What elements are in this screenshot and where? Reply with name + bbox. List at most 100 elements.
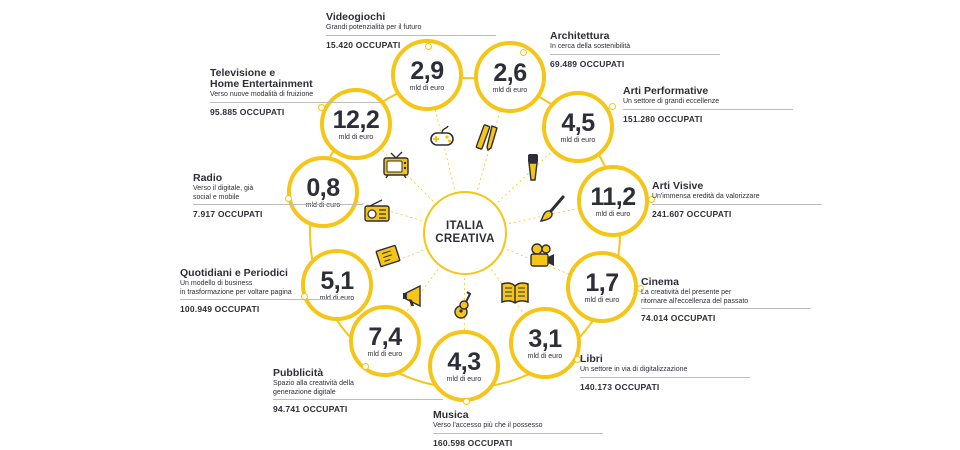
television-icon	[381, 150, 411, 180]
sector-description: Un modello di business	[180, 280, 253, 287]
sector-jobs: 95.885 OCCUPATI	[210, 106, 285, 117]
sector-label-musica: Musica Verso l'accesso più che il possess…	[433, 410, 603, 448]
sector-unit: mld di euro	[319, 294, 355, 302]
sector-unit: mld di euro	[409, 84, 445, 92]
sector-jobs: 241.607 OCCUPATI	[652, 208, 732, 219]
sector-name: Radio	[193, 172, 223, 184]
sector-value: 11,2	[590, 182, 636, 211]
label-dot-radio	[285, 195, 292, 202]
sector-name: Libri	[580, 353, 603, 365]
label-dot-architettura	[520, 49, 527, 56]
guitar-icon	[450, 290, 480, 320]
sector-value: 5,1	[320, 266, 354, 295]
sector-description: Un'immensa eredità da valorizzare	[652, 193, 760, 200]
sector-description: In cerca della sostenibilità	[550, 43, 631, 50]
sector-label-televisione-e: Televisione e Home Entertainment Verso nuo…	[210, 68, 380, 117]
sector-description: ritornare all'eccellenza del passato	[641, 297, 749, 305]
sector-jobs: 160.598 OCCUPATI	[433, 437, 513, 448]
sector-value: 4,5	[561, 108, 595, 137]
sector-label-arti-performative: Arti Performative Un settore di grandi ec…	[623, 86, 793, 124]
sector-jobs: 15.420 OCCUPATI	[326, 39, 401, 50]
sector-value: 3,1	[528, 324, 562, 353]
sector-label-videogiochi: Videogiochi Grandi potenzialità per il fu…	[326, 12, 496, 50]
label-rule	[623, 108, 793, 110]
sector-description: Verso nuove modalità di fruizione	[210, 91, 314, 98]
label-dot-musica	[463, 398, 470, 405]
sector-name-line2: Home Entertainment	[210, 78, 313, 90]
sector-jobs: 7.917 OCCUPATI	[193, 209, 263, 219]
sector-unit: mld di euro	[446, 375, 482, 383]
sector-description: in trasformazione per voltare pagina	[180, 288, 292, 296]
sector-name: Arti Visive	[652, 180, 704, 192]
sector-circle-arti-performative: 4,5 mld di euro	[542, 91, 614, 163]
center-title-line1: ITALIA	[445, 220, 484, 232]
sector-name: Televisione e	[210, 67, 276, 79]
label-rule	[641, 308, 811, 309]
sector-description: Un settore di grandi eccellenze	[623, 98, 720, 105]
sector-unit: mld di euro	[595, 210, 631, 218]
sector-name: Architettura	[550, 30, 610, 42]
sector-description: Un settore in via di digitalizzazione	[580, 366, 688, 373]
sector-label-libri: Libri Un settore in via di digitalizzazio…	[580, 354, 750, 392]
label-dot-videogiochi	[425, 43, 432, 50]
sector-name: Pubblicità	[273, 367, 324, 379]
sector-jobs: 100.949 OCCUPATI	[180, 304, 260, 314]
sector-value: 1,7	[585, 268, 619, 297]
sector-label-pubblicit: Pubblicità Spazio alla creatività della ge…	[273, 368, 443, 414]
sector-unit: mld di euro	[527, 352, 563, 360]
label-dot-cinema	[637, 285, 644, 292]
sector-circle-cinema: 1,7 mld di euro	[566, 251, 638, 323]
sector-name: Videogiochi	[326, 11, 386, 23]
sector-description: Verso il digitale, già	[193, 185, 254, 192]
label-dot-arti-visive	[648, 196, 655, 203]
sector-value: 4,3	[447, 347, 481, 376]
sector-jobs: 94.741 OCCUPATI	[273, 404, 348, 414]
movie-camera-icon	[526, 241, 556, 271]
sector-name: Musica	[433, 409, 469, 421]
label-dot-libri	[574, 356, 581, 363]
sector-name: Arti Performative	[623, 85, 709, 97]
label-dot-televisione-e	[318, 104, 325, 111]
label-dot-pubblicit	[362, 363, 369, 370]
sector-jobs: 69.489 OCCUPATI	[550, 58, 625, 69]
sector-description: Verso l'accesso più che il possesso	[433, 422, 543, 429]
open-book-icon	[500, 277, 530, 307]
label-rule	[326, 34, 496, 36]
radio-icon	[362, 197, 392, 227]
label-rule	[180, 299, 350, 300]
sector-circle-architettura: 2,6 mld di euro	[474, 41, 546, 113]
sector-unit: mld di euro	[305, 201, 341, 209]
sector-circle-videogiochi: 2,9 mld di euro	[391, 39, 463, 111]
sector-label-quotidiani-e-periodici: Quotidiani e Periodici Un modello di busi…	[180, 268, 350, 314]
label-rule	[273, 399, 443, 400]
sector-label-radio: Radio Verso il digitale, già social e mobi…	[193, 173, 363, 219]
label-rule	[193, 204, 363, 205]
sector-label-architettura: Architettura In cerca della sostenibilità…	[550, 31, 720, 69]
sector-unit: mld di euro	[338, 133, 374, 141]
sector-value: 12,2	[332, 105, 380, 134]
sector-circle-televisione-e: 12,2 mld di euro	[320, 88, 392, 160]
sector-unit: mld di euro	[584, 296, 620, 304]
sector-circle-radio: 0,8 mld di euro	[287, 156, 359, 228]
gamepad-icon	[427, 123, 457, 153]
center-circle: ITALIA CREATIVA	[423, 191, 507, 275]
sector-value: 2,9	[410, 56, 444, 85]
sector-jobs: 140.173 OCCUPATI	[580, 381, 660, 392]
label-rule	[210, 101, 380, 103]
sector-value: 0,8	[306, 173, 340, 202]
sector-circle-quotidiani-e-periodici: 5,1 mld di euro	[301, 249, 373, 321]
label-rule	[652, 203, 822, 205]
newspaper-icon	[374, 241, 404, 271]
sector-label-arti-visive: Arti Visive Un'immensa eredità da valoriz…	[652, 181, 822, 219]
sector-circle-musica: 4,3 mld di euro	[428, 330, 500, 402]
sector-circle-pubblicit: 7,4 mld di euro	[349, 305, 421, 377]
sector-value: 2,6	[493, 58, 527, 87]
label-dot-arti-performative	[609, 103, 616, 110]
sector-jobs: 74.014 OCCUPATI	[641, 313, 716, 323]
paintbrush-icon	[537, 194, 567, 224]
sector-description: generazione digitale	[273, 388, 336, 396]
sector-unit: mld di euro	[367, 350, 403, 358]
ruler-pencil-icon	[474, 122, 504, 152]
sector-description: Spazio alla creatività della	[273, 380, 354, 387]
